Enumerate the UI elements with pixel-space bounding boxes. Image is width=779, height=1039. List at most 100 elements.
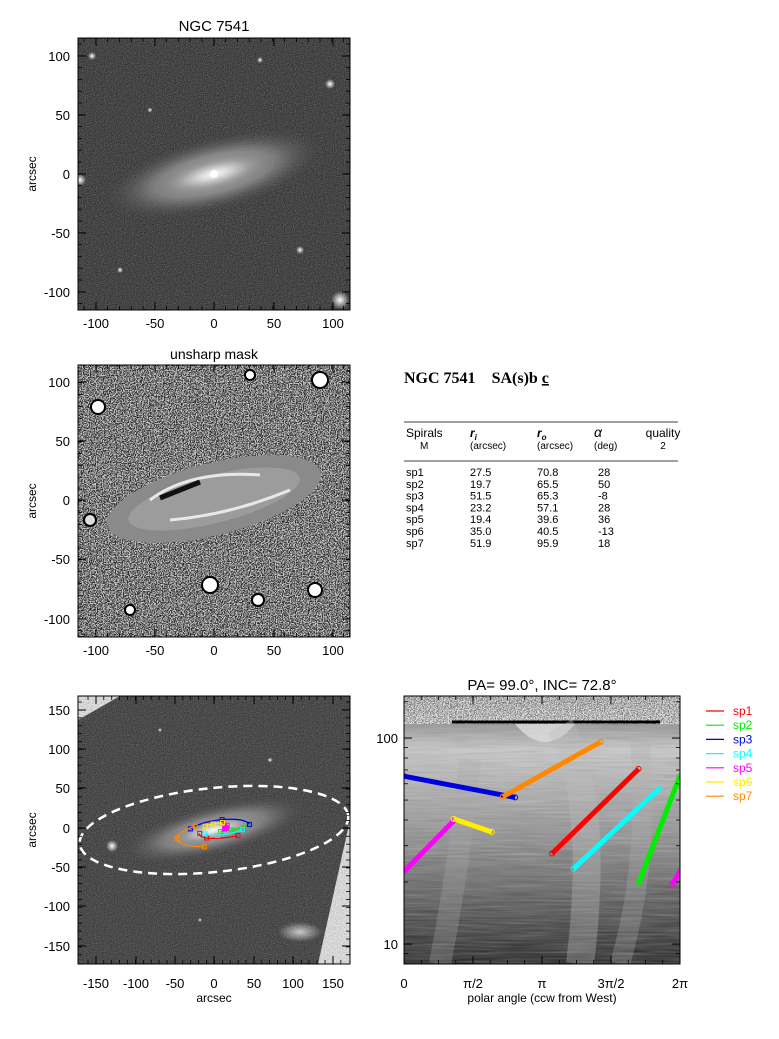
polar-plot-title: PA= 99.0°, INC= 72.8°: [467, 677, 616, 694]
fit-endpoint-sp1: [549, 850, 556, 857]
unsharp-mask-title: unsharp mask: [170, 346, 259, 362]
table-cell-alpha: 36: [598, 514, 610, 526]
overlay-xtick-label: 100: [282, 976, 304, 991]
unsharp-ytick-label: -100: [44, 612, 70, 627]
unsharp-ylabel: arcsec: [25, 483, 39, 518]
overlay-spiral-arms: [174, 817, 253, 850]
unsharp-ytick-label: -50: [51, 552, 70, 567]
overlay-xtick-label: 50: [247, 976, 261, 991]
overlay-ytick-label: 50: [56, 781, 70, 796]
direct-ytick-label: -100: [44, 285, 70, 300]
overlay-axis-ticks: [78, 696, 350, 964]
table-cell-ri: 51.5: [470, 491, 491, 503]
direct-ytick-label: 100: [48, 49, 70, 64]
fit-endpoint-sp5: [404, 868, 407, 875]
table-cell-name: sp6: [406, 526, 424, 538]
legend-label-sp5: sp5: [733, 761, 753, 775]
header-ri: r: [470, 426, 476, 440]
table-cell-name: sp5: [406, 514, 424, 526]
header-ro-sub: o: [542, 433, 547, 442]
table-cell-alpha: 50: [598, 479, 610, 491]
table-cell-ri: 23.2: [470, 502, 491, 514]
arm-marker-sp5: [223, 825, 229, 831]
table-cell-name: sp7: [406, 538, 424, 550]
arm-marker-sp6: [202, 823, 208, 829]
fit-endpoint-sp2: [635, 880, 642, 887]
table-cell-alpha: 28: [598, 502, 610, 514]
header-quality: quality: [646, 426, 681, 440]
fit-endpoint-sp4: [656, 785, 663, 792]
unsharp-ytick-label: 100: [48, 375, 70, 390]
spiral-table-row: sp5 19.4 39.6 36: [406, 514, 610, 526]
polar-xtick-label: π/2: [463, 976, 483, 991]
table-cell-ro: 65.3: [537, 491, 558, 503]
overlay-xlabel: arcsec: [196, 991, 231, 1005]
spiral-table-row: sp4 23.2 57.1 28: [406, 502, 610, 514]
disk-ellipse: [78, 784, 350, 876]
arm-marker-sp6: [219, 820, 225, 826]
header-spirals-sub: M: [420, 441, 428, 452]
spiral-table-row: sp7 51.9 95.9 18: [406, 538, 610, 550]
legend-label-sp6: sp6: [733, 775, 753, 789]
arm-sp5: [224, 827, 227, 830]
svg-text:ro: ro: [537, 426, 547, 442]
overlay-ytick-label: -150: [44, 939, 70, 954]
polar-xtick-label: 2π: [672, 976, 688, 991]
fit-line-sp2: [636, 775, 680, 885]
polar-xtick-label: 3π/2: [597, 976, 624, 991]
legend-label-sp1: sp1: [733, 704, 753, 718]
header-ri-unit: (arcsec): [470, 441, 506, 452]
overlay-ytick-label: -100: [44, 899, 70, 914]
direct-xtick-label: 50: [267, 316, 281, 331]
fit-endpoint-sp6: [450, 815, 457, 822]
arm-marker-sp4: [214, 832, 220, 838]
legend-label-sp2: sp2: [733, 718, 753, 732]
polar-spiral-fits: [404, 738, 680, 888]
direct-ytick-label: 50: [56, 108, 70, 123]
unsharp-mask-panel: unsharp mask -100 -50 0 50 100 100 50 0: [25, 346, 351, 658]
unsharp-ytick-label: 50: [56, 434, 70, 449]
header-ro-unit: (arcsec): [537, 441, 573, 452]
fit-endpoint-sp1: [635, 765, 642, 772]
fit-line-sp1: [550, 767, 641, 856]
table-cell-ro: 40.5: [537, 526, 558, 538]
table-cell-alpha: 28: [598, 467, 610, 479]
table-cell-name: sp4: [406, 502, 424, 514]
fit-line-sp7: [501, 739, 603, 799]
arm-marker-sp1: [197, 830, 203, 836]
arm-marker-sp4: [202, 831, 208, 837]
direct-ylabel: arcsec: [25, 156, 39, 191]
header-alpha-unit: (deg): [594, 441, 617, 452]
fit-endpoint-sp3: [404, 773, 407, 780]
table-cell-ri: 51.9: [470, 538, 491, 550]
table-cell-alpha: 18: [598, 538, 610, 550]
info-block: NGC 7541 SA(s)b c Spirals M ri (arcsec) …: [404, 370, 680, 550]
overlay-panel: -150 -100 -50 0 50 100 150 arcsec 150 10…: [25, 695, 351, 1005]
galaxy-name: NGC 7541: [404, 370, 476, 387]
unsharp-xtick-label: -50: [146, 643, 165, 658]
direct-xtick-label: 100: [322, 316, 344, 331]
polar-ytick-label: 10: [384, 937, 398, 952]
fit-endpoint-sp5: [668, 881, 675, 888]
overlay-ytick-label: 100: [48, 742, 70, 757]
morph-type: SA(s)b: [492, 370, 538, 387]
unsharp-xtick-label: -100: [83, 643, 109, 658]
legend-label-sp7: sp7: [733, 789, 753, 803]
spiral-table-row: sp3 51.5 65.3 -8: [406, 491, 608, 503]
arm-marker-sp6: [210, 821, 216, 827]
table-cell-name: sp3: [406, 491, 424, 503]
arm-marker-sp7: [201, 844, 207, 850]
table-cell-ro: 70.8: [537, 467, 558, 479]
polar-xtick-label: 0: [400, 976, 407, 991]
overlay-ylabel: arcsec: [25, 812, 39, 847]
overlay-xtick-label: 0: [210, 976, 217, 991]
svg-text:ri: ri: [470, 426, 478, 442]
fit-endpoint-sp6: [488, 828, 495, 835]
unsharp-mask-raster: [78, 365, 350, 637]
spiral-table-row: sp1 27.5 70.8 28: [406, 467, 610, 479]
legend-label-sp4: sp4: [733, 747, 753, 761]
direct-image-raster: [78, 38, 350, 310]
overlay-ytick-label: -50: [51, 860, 70, 875]
table-cell-name: sp2: [406, 479, 424, 491]
direct-image-title: NGC 7541: [179, 18, 250, 35]
